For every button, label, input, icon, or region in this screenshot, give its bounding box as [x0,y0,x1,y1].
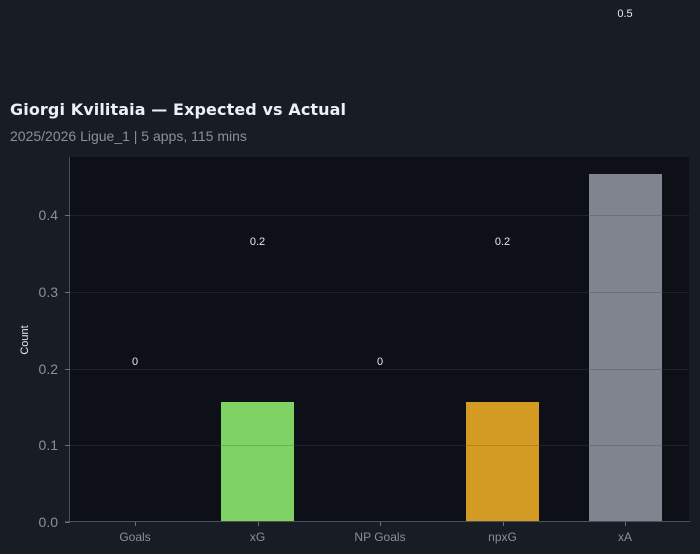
x-tick-mark [380,522,381,526]
y-tick-label: 0.2 [38,361,58,377]
y-tick-label: 0.3 [38,284,58,300]
x-tick-mark [503,522,504,526]
gridline [70,215,689,216]
x-tick-label: xG [249,530,266,544]
value-label: 0 [131,356,139,368]
y-tick-mark [65,445,70,446]
bar-npxg [466,401,539,522]
x-tick-label: NP Goals [354,530,406,544]
chart-subtitle: 2025/2026 Ligue_1 | 5 apps, 115 mins [10,128,247,144]
bar-gridline [588,215,662,217]
x-tick-label: npxG [488,530,517,544]
x-tick-mark [258,522,259,526]
y-tick-mark [65,369,70,370]
bar-gridline [221,445,294,447]
gridline [70,445,689,446]
y-axis-line [69,157,70,523]
bar-gridline [466,445,539,447]
y-tick-label: 0.1 [38,437,58,453]
gridline [70,292,689,293]
y-tick-label: 0.0 [38,514,58,530]
y-tick-mark [65,292,70,293]
x-axis-line [65,521,690,522]
bar-gridline [588,368,662,370]
chart-title: Giorgi Kvilitaia — Expected vs Actual [10,100,347,119]
x-tick-label: xA [617,530,633,544]
gridline [70,369,689,370]
x-tick-label: Goals [119,530,151,544]
value-label: 0.2 [249,236,266,248]
bar-gridline [588,291,662,293]
value-label: 0 [376,356,384,368]
y-tick-label: 0.4 [38,207,58,223]
y-tick-mark [65,215,70,216]
bar-gridline [588,445,662,447]
value-label: 0.2 [494,236,511,248]
x-tick-mark [135,522,136,526]
plot-area [70,157,689,522]
bar-xg [221,401,294,522]
y-tick-mark [65,522,70,523]
bar-xa [588,173,662,522]
y-axis-label: Count [19,325,31,355]
x-tick-mark [625,522,626,526]
value-label: 0.5 [617,8,633,20]
